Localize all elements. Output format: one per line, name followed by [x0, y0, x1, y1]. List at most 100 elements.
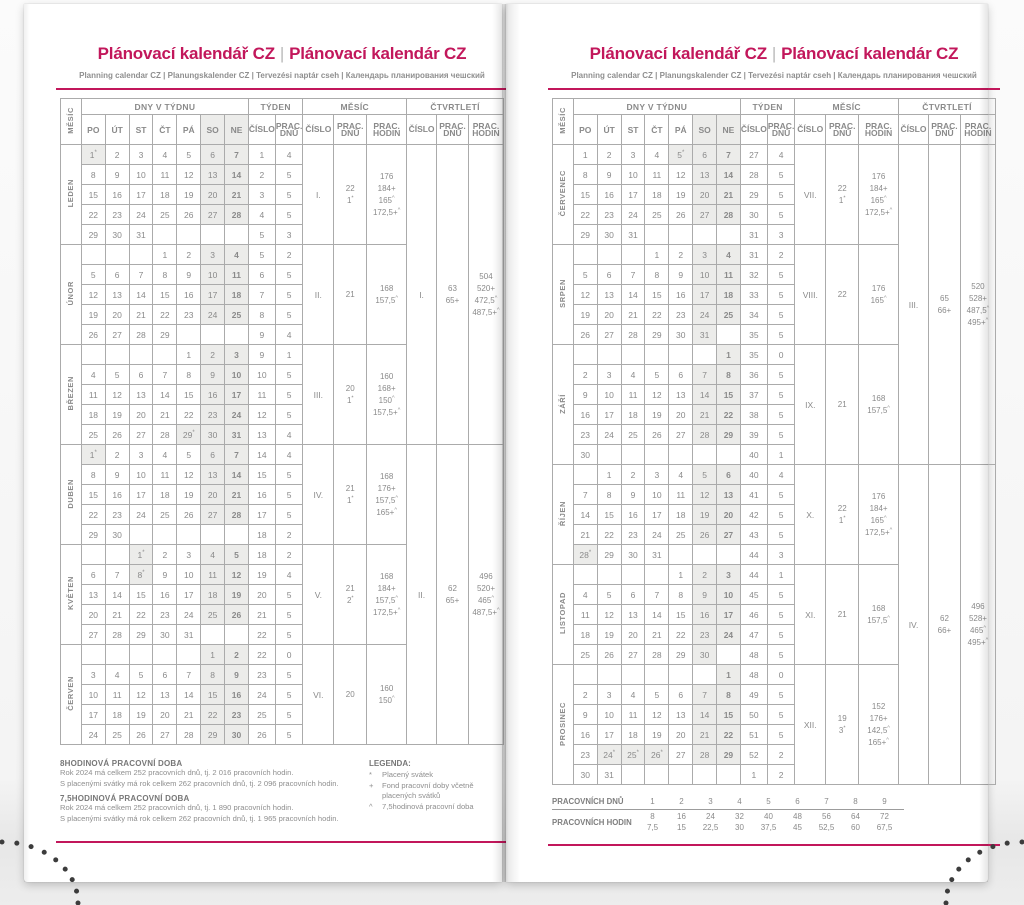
day-cell: 31 [596, 764, 622, 785]
day-cell: 29 [572, 224, 598, 245]
empty-day-cell [152, 344, 178, 365]
day-cell: 15 [128, 584, 154, 605]
week-workdays-cell: 5 [274, 404, 304, 425]
week-workdays-cell: 2 [274, 244, 304, 265]
workdays-row: PRACOVNÍCH DNŮ 1 2 3 4 5 6 7 8 9 [552, 797, 904, 810]
day-cell: 3 [596, 364, 622, 385]
day-cell: 5* [668, 144, 694, 165]
day-cell: 19 [692, 504, 718, 525]
workdays-value: 9 [882, 797, 887, 806]
week-workdays-cell: 5 [274, 304, 304, 325]
week-workdays-cell: 5 [766, 304, 796, 325]
day-cell: 7 [128, 264, 154, 285]
empty-day-cell [224, 324, 249, 345]
week-number-cell: 23 [247, 664, 276, 685]
day-cell: 30 [224, 724, 249, 745]
quarter-workdays-cell: 62 65+ [436, 444, 469, 745]
quarter-number-cell: II. [406, 444, 438, 745]
month-name: BŘEZEN [60, 344, 82, 445]
day-col-header-ne: NE [224, 114, 249, 145]
day-cell: 30 [620, 544, 646, 565]
day-cell: 6 [596, 264, 622, 285]
week-number-cell: 28 [739, 164, 768, 185]
day-cell: 21 [104, 604, 130, 625]
day-cell: 18 [668, 504, 694, 525]
day-cell: 17 [128, 184, 154, 205]
day-cell: 11 [224, 264, 249, 285]
week-number-cell: 36 [739, 364, 768, 385]
empty-day-cell [224, 624, 249, 645]
day-cell: 29 [80, 224, 106, 245]
day-cell: 7 [692, 364, 718, 385]
day-cell: 21 [692, 724, 718, 745]
week-number-cell: 22 [247, 644, 276, 665]
day-cell: 6 [200, 444, 226, 465]
day-cell: 13 [668, 704, 694, 725]
week-workdays-cell: 1 [766, 564, 796, 585]
week-workdays-cell: 4 [274, 144, 304, 165]
week-number-cell: 9 [247, 344, 276, 365]
day-cell: 4 [224, 244, 249, 265]
day-cell: 19 [644, 404, 670, 425]
week-number-cell: 20 [247, 584, 276, 605]
month-workdays-cell: 22 1* [825, 464, 860, 565]
week-number-cell: 5 [247, 244, 276, 265]
day-cell: 24 [200, 304, 226, 325]
week-workdays-cell: 5 [274, 504, 304, 525]
month-workhours-cell: 176 184+ 165^ 172,5+^ [858, 464, 900, 565]
quarter-number-cell: IV. [898, 464, 929, 785]
day-cell: 1 [200, 644, 226, 665]
day-cell: 12 [128, 684, 154, 705]
day-cell: 17 [128, 484, 154, 505]
empty-day-cell [668, 544, 694, 565]
day-cell: 14 [692, 704, 718, 725]
day-cell: 13 [104, 284, 130, 305]
day-cell: 11 [80, 384, 106, 405]
month-workhours-cell: 176 184+ 165^ 172,5+^ [858, 144, 900, 245]
day-cell: 6 [200, 144, 226, 165]
day-cell: 27 [692, 204, 718, 225]
week-number-cell: 11 [247, 384, 276, 405]
day-cell: 17 [176, 584, 202, 605]
day-cell: 11 [716, 264, 741, 285]
day-cell: 10 [224, 364, 249, 385]
empty-day-cell [644, 764, 670, 785]
day-cell: 16 [104, 484, 130, 505]
day-cell: 26 [224, 604, 249, 625]
day-cell: 23 [104, 204, 130, 225]
day-cell: 10 [176, 564, 202, 585]
day-col-header-po: PO [572, 114, 598, 145]
workhours-value: 8 7,5 [646, 812, 659, 832]
day-cell: 7 [620, 264, 646, 285]
legend-symbol: ^ [369, 801, 373, 811]
week-number-cell: 44 [739, 564, 768, 585]
day-cell: 14 [572, 504, 598, 525]
legend-text: 7,5hodinová pracovní doba [382, 801, 474, 811]
week-workdays-cell: 4 [274, 444, 304, 465]
day-cell: 5 [572, 264, 598, 285]
day-cell: 13 [128, 384, 154, 405]
day-cell: 8 [200, 664, 226, 685]
day-cell: 31 [620, 224, 646, 245]
week-number-cell: 22 [247, 624, 276, 645]
day-col-header-pá: PÁ [668, 114, 694, 145]
day-cell: 25 [200, 604, 226, 625]
day-col-header-čt: ČT [644, 114, 670, 145]
day-cell: 5 [80, 264, 106, 285]
day-cell: 29 [644, 324, 670, 345]
day-cell: 2 [104, 144, 130, 165]
day-cell: 25 [224, 304, 249, 325]
week-number-cell: 24 [247, 684, 276, 705]
day-cell: 26 [104, 424, 130, 445]
week-workdays-cell: 5 [766, 524, 796, 545]
day-cell: 27 [200, 204, 226, 225]
quarter-number-header: ČÍSLO [898, 114, 929, 145]
day-cell: 16 [572, 724, 598, 745]
day-cell: 16 [224, 684, 249, 705]
workdays-value: 7 [824, 797, 829, 806]
day-cell: 13 [668, 384, 694, 405]
planning-table: MĚSÍC DNY V TÝDNU TÝDEN MĚSÍC ČTVRTLETÍ PO ÚT S… [552, 98, 997, 785]
week-workdays-cell: 5 [274, 704, 304, 725]
workdays-value: 4 [737, 797, 742, 806]
day-cell: 9 [104, 164, 130, 185]
